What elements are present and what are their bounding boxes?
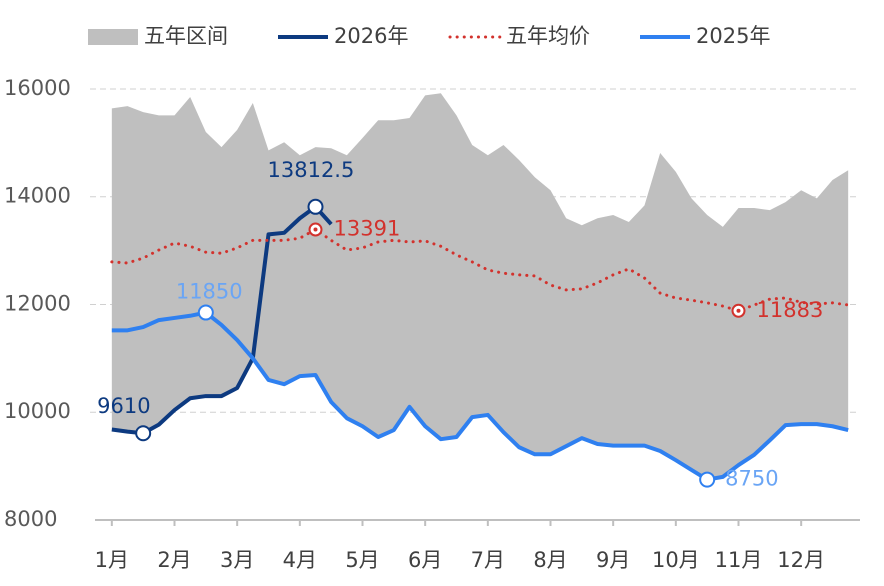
y-tick-label: 8000	[4, 507, 57, 531]
marker-dot	[313, 227, 318, 232]
x-tick-label: 8月	[533, 548, 567, 572]
x-tick-label: 10月	[652, 548, 700, 572]
value-label: 11883	[757, 298, 824, 322]
marker	[135, 425, 152, 442]
marker-dot	[736, 308, 741, 313]
series-line	[110, 228, 850, 313]
range-area	[111, 93, 849, 480]
y-tick-label: 16000	[4, 76, 71, 100]
x-tick-label: 3月	[220, 548, 254, 572]
legend-label: 2025年	[696, 24, 770, 48]
y-tick-label: 10000	[4, 399, 71, 423]
value-label: 8750	[725, 467, 778, 491]
x-tick-label: 4月	[283, 548, 317, 572]
x-tick-label: 1月	[95, 548, 129, 572]
x-tick-label: 9月	[596, 548, 630, 572]
series-line	[111, 310, 849, 482]
value-label: 13812.5	[268, 158, 355, 182]
legend-swatch	[88, 29, 138, 45]
x-tick-label: 7月	[471, 548, 505, 572]
y-tick-label: 12000	[4, 291, 71, 315]
marker	[197, 304, 214, 321]
marker	[307, 198, 324, 215]
x-tick-label: 5月	[345, 548, 379, 572]
legend-label: 2026年	[334, 24, 408, 48]
x-tick-label: 11月	[715, 548, 763, 572]
value-label: 11850	[176, 280, 243, 304]
y-tick-label: 14000	[4, 184, 71, 208]
marker	[699, 471, 716, 488]
x-tick-label: 12月	[777, 548, 825, 572]
x-tick-label: 2月	[157, 548, 191, 572]
legend-label: 五年区间	[144, 24, 228, 48]
legend-label: 五年均价	[506, 24, 590, 48]
value-label: 13391	[334, 217, 401, 241]
value-label: 9610	[97, 394, 150, 418]
x-tick-label: 6月	[408, 548, 442, 572]
